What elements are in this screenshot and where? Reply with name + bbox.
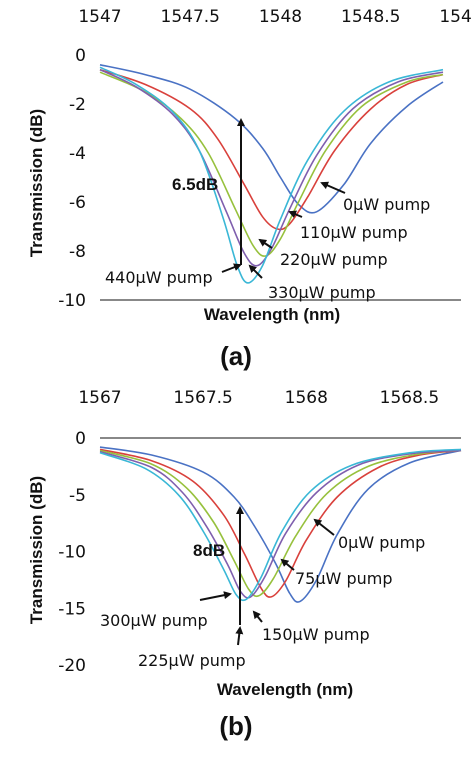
chart-a-depth-label: 6.5dB — [172, 175, 218, 194]
chart-b-arrow-1 — [280, 558, 295, 571]
chart-a-x-ticks: 1547 1547.5 1548 1548.5 1549 — [78, 7, 471, 27]
chart-a-x-tick-2: 1548 — [259, 7, 302, 27]
chart-b-xlabel: Wavelength (nm) — [217, 680, 353, 699]
chart-b-series-2 — [99, 449, 462, 598]
chart-a-series-0 — [99, 64, 444, 214]
chart-b-y-tick-1: -5 — [69, 486, 86, 506]
chart-a-ylabel: Transmission (dB) — [27, 109, 46, 257]
chart-b-y-tick-0: 0 — [75, 429, 86, 449]
chart-b-series-4 — [99, 448, 462, 602]
chart-a-x-tick-4: 1549 — [439, 7, 471, 27]
chart-a-label-2: 220µW pump — [280, 250, 388, 269]
chart-a: 1547 1547.5 1548 1548.5 1549 0 -2 -4 -6 -8 -10 6.… — [27, 7, 471, 371]
chart-b-x-tick-2: 1568 — [285, 388, 328, 408]
chart-b-label-3: 225µW pump — [138, 651, 246, 670]
chart-b-x-tick-1: 1567.5 — [173, 388, 232, 408]
chart-a-xlabel: Wavelength (nm) — [204, 305, 340, 324]
chart-b-x-tick-3: 1568.5 — [380, 388, 439, 408]
chart-a-x-tick-0: 1547 — [78, 7, 121, 27]
chart-a-label-0: 0µW pump — [343, 195, 430, 214]
chart-b-series-0 — [99, 446, 462, 603]
chart-b-ylabel: Transmission (dB) — [27, 476, 46, 624]
chart-a-x-tick-3: 1548.5 — [341, 7, 400, 27]
chart-b-y-tick-2: -10 — [58, 543, 86, 563]
chart-a-y-tick-3: -6 — [69, 193, 86, 213]
chart-a-y-tick-1: -2 — [69, 95, 86, 115]
chart-b-y-ticks: 0 -5 -10 -15 -20 — [58, 429, 86, 676]
chart-b-x-tick-0: 1567 — [78, 388, 121, 408]
chart-b-label-0: 0µW pump — [338, 533, 425, 552]
chart-a-y-tick-5: -10 — [58, 291, 86, 311]
chart-a-x-tick-1: 1547.5 — [161, 7, 220, 27]
chart-b-series-1 — [99, 448, 462, 598]
chart-a-y-tick-4: -8 — [69, 242, 86, 262]
chart-b-arrow-4 — [199, 591, 232, 601]
chart-b-label-1: 75µW pump — [295, 569, 392, 588]
chart-a-panel-label: (a) — [220, 341, 252, 371]
chart-b-y-tick-3: -15 — [58, 599, 86, 619]
chart-a-arrow-1 — [288, 210, 303, 218]
chart-a-series-4 — [99, 66, 444, 284]
chart-a-y-tick-2: -4 — [69, 144, 86, 164]
chart-a-arrow-4 — [221, 263, 242, 273]
chart-a-label-1: 110µW pump — [300, 223, 408, 242]
chart-b-y-tick-4: -20 — [58, 656, 86, 676]
chart-b-arrow-0 — [313, 518, 335, 536]
chart-a-y-tick-0: 0 — [75, 46, 86, 66]
chart-b: 1567 1567.5 1568 1568.5 0 -5 -10 -15 -20 8dB 0µ… — [27, 388, 462, 741]
chart-b-label-4: 300µW pump — [100, 611, 208, 630]
chart-b-x-ticks: 1567 1567.5 1568 1568.5 — [78, 388, 439, 408]
chart-b-arrow-3 — [235, 626, 244, 646]
chart-b-depth-label: 8dB — [193, 541, 225, 560]
chart-a-series — [99, 64, 444, 284]
chart-a-label-4: 440µW pump — [105, 268, 213, 287]
chart-a-arrow-2 — [258, 238, 273, 249]
chart-b-arrow-2 — [252, 610, 263, 623]
chart-b-series — [99, 446, 462, 603]
chart-b-label-2: 150µW pump — [262, 625, 370, 644]
chart-a-arrow-0 — [320, 181, 346, 194]
chart-a-y-ticks: 0 -2 -4 -6 -8 -10 — [58, 46, 86, 311]
chart-a-label-3: 330µW pump — [268, 283, 376, 302]
chart-a-arrow-3 — [248, 264, 263, 279]
chart-b-panel-label: (b) — [219, 711, 252, 741]
chart-b-series-3 — [99, 449, 462, 599]
